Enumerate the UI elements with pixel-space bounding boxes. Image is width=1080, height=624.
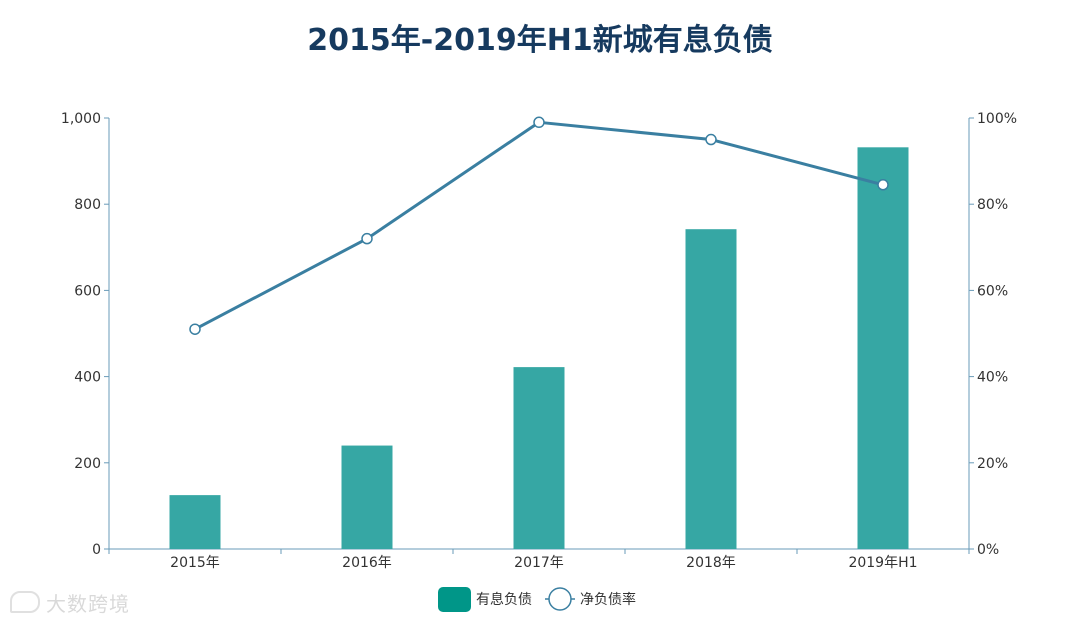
legend-bar-swatch: [438, 587, 471, 612]
line-point: [189, 323, 201, 335]
line-point: [533, 116, 545, 129]
legend-bar-label: 有息负债: [476, 591, 532, 608]
right-axis-tick-label: 20%: [977, 456, 1008, 472]
line-point: [877, 179, 889, 191]
chart-title: 2015年-2019年H1新城有息负债: [307, 23, 772, 58]
left-axis-tick-label: 1,000: [61, 111, 101, 127]
right-axis-tick-label: 60%: [977, 283, 1008, 299]
left-axis-tick-label: 600: [74, 283, 101, 299]
bar: [513, 367, 565, 549]
x-axis-tick-label: 2019年H1: [848, 555, 917, 571]
bar: [341, 445, 393, 549]
legend-line-marker: [548, 587, 572, 611]
line-point: [705, 133, 717, 146]
watermark: 大数跨境: [10, 588, 130, 617]
x-axis-tick-label: 2016年: [342, 555, 392, 571]
right-axis-tick-label: 80%: [977, 197, 1008, 213]
net-debt-ratio-line: [194, 120, 884, 331]
x-axis-tick-label: 2017年: [514, 555, 564, 571]
left-axis-tick-label: 800: [74, 197, 101, 213]
left-axis-tick-label: 200: [74, 456, 101, 472]
bar: [169, 495, 221, 549]
left-axis-tick-label: 0: [92, 542, 101, 558]
legend-line-label: 净负债率: [580, 591, 636, 608]
left-axis-tick-label: 400: [74, 370, 101, 386]
watermark-logo-icon: [10, 591, 40, 613]
right-axis-tick-label: 0%: [977, 542, 999, 558]
bar: [685, 229, 737, 549]
bar: [857, 147, 909, 550]
right-axis-tick-label: 40%: [977, 370, 1008, 386]
x-axis-tick-label: 2015年: [170, 555, 220, 571]
x-axis-tick-label: 2018年: [686, 555, 736, 571]
right-axis-tick-label: 100%: [977, 111, 1017, 127]
line-point: [361, 232, 373, 245]
watermark-text: 大数跨境: [46, 592, 130, 616]
